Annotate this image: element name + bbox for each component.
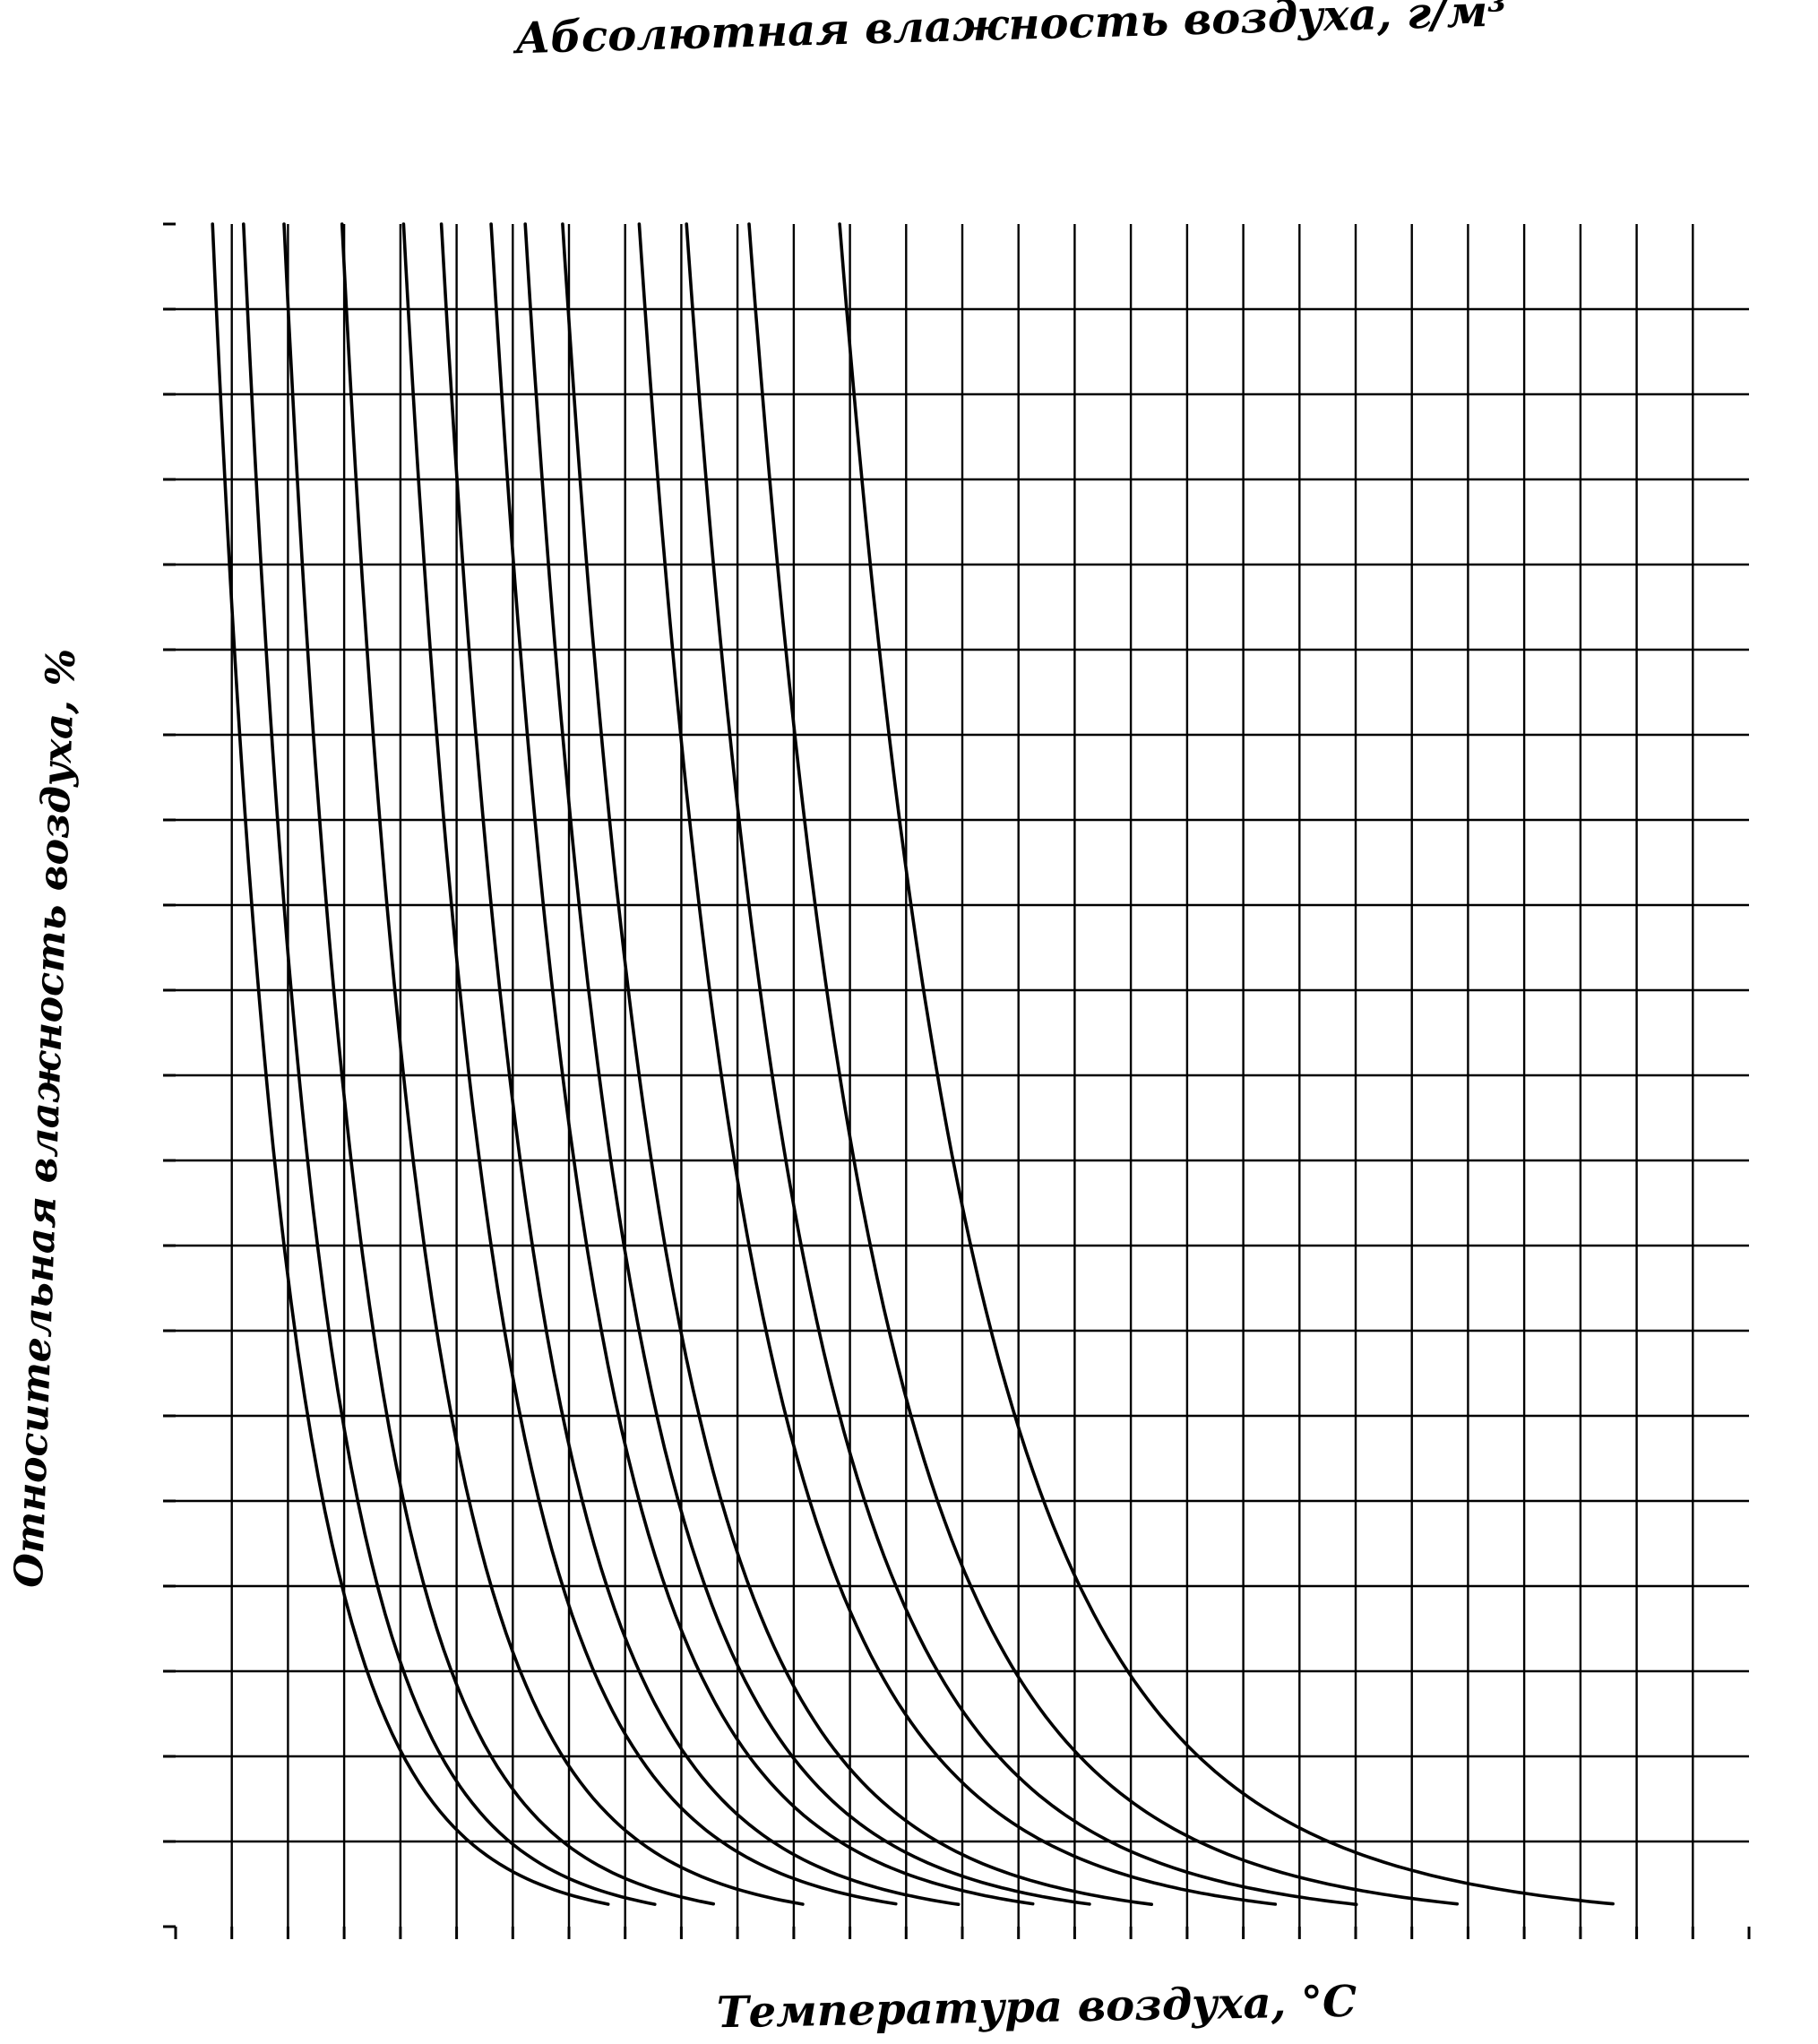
chart-title: Абсолютная влажность воздуха, г/м³ bbox=[514, 0, 1507, 65]
chart-canvas bbox=[163, 222, 1751, 1939]
humidity-curve-3_10_ bbox=[439, 222, 961, 1906]
humidity-curve-3_10_ bbox=[242, 222, 657, 1906]
humidity-curve-2_10_ bbox=[637, 222, 1278, 1906]
humidity-curve-1_10_ bbox=[340, 222, 805, 1906]
humidity-curve-3_10_ bbox=[685, 222, 1358, 1907]
humidity-curve-7_10_ bbox=[523, 222, 1091, 1906]
plot-area bbox=[163, 222, 1751, 1939]
humidity-curve-2_10_ bbox=[211, 222, 610, 1906]
x-axis-title: Температура воздуха, °С bbox=[716, 1976, 1357, 2039]
humidity-curve-5_10_ bbox=[282, 222, 715, 1906]
humidity-curve-2_10_ bbox=[401, 222, 898, 1906]
humidity-curve-5_10_ bbox=[489, 222, 1035, 1906]
humidity-curve-5_10_ bbox=[747, 222, 1459, 1906]
humidity-curve-1_10_ bbox=[561, 222, 1153, 1906]
y-axis-title: Относительная влажность воздуха, % bbox=[5, 647, 85, 1589]
humidity-curve-1 bbox=[838, 222, 1615, 1906]
